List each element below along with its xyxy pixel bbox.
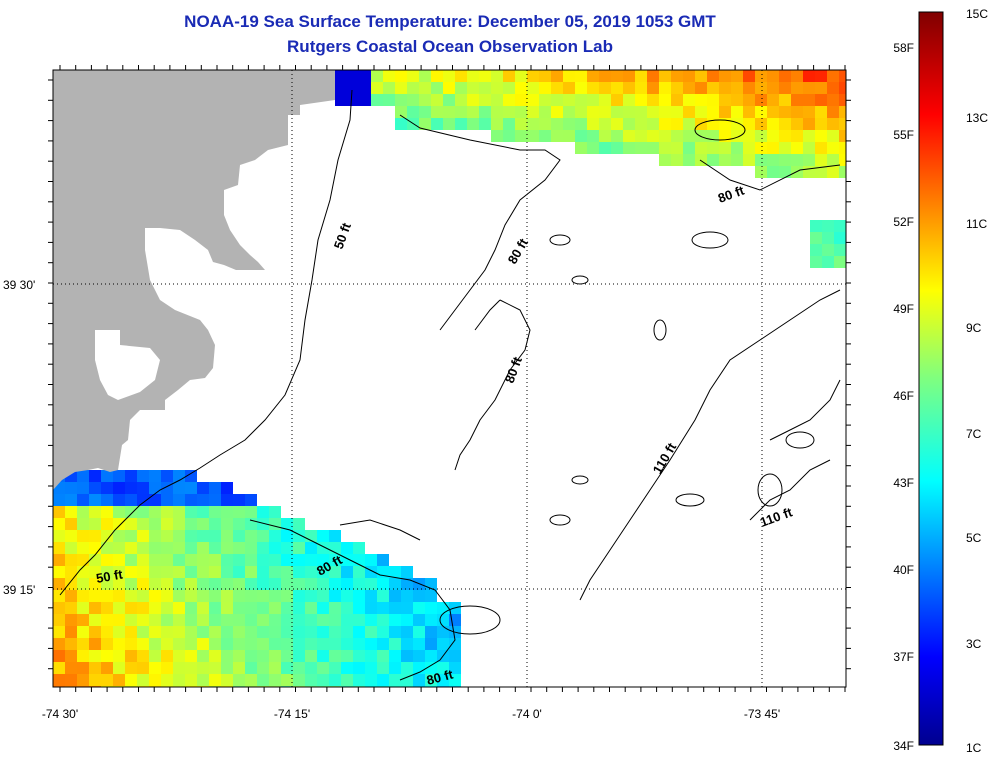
fahrenheit-label: 49F xyxy=(893,302,914,316)
lon-label: -74 30' xyxy=(42,707,78,721)
fahrenheit-label: 37F xyxy=(893,650,914,664)
celsius-label: 1C xyxy=(966,741,982,755)
graticule xyxy=(53,70,846,687)
celsius-label: 9C xyxy=(966,321,982,335)
fahrenheit-label: 43F xyxy=(893,476,914,490)
axis-ticks xyxy=(48,65,851,692)
color-scale-labels: 58F 55F 52F 49F 46F 43F 40F 37F 34F 15C 13C 11C 9C 7C… xyxy=(893,7,988,755)
celsius-label: 7C xyxy=(966,427,982,441)
map-subtitle: Rutgers Coastal Ocean Observation Lab xyxy=(287,37,613,56)
lon-label: -74 15' xyxy=(274,707,310,721)
celsius-label: 15C xyxy=(966,7,988,21)
depth-contours xyxy=(59,89,841,681)
bay-water-2 xyxy=(225,190,262,240)
fahrenheit-label: 52F xyxy=(893,215,914,229)
celsius-label: 5C xyxy=(966,531,982,545)
sst-data-cells xyxy=(53,70,846,687)
contour-label: 50 ft xyxy=(95,566,125,586)
fahrenheit-label: 46F xyxy=(893,389,914,403)
lat-label: 39 30' xyxy=(3,278,35,292)
map-frame xyxy=(52,69,847,688)
fahrenheit-label: 58F xyxy=(893,41,914,55)
contour-label: 80 ft xyxy=(425,666,455,688)
fahrenheit-label: 55F xyxy=(893,128,914,142)
celsius-label: 13C xyxy=(966,111,988,125)
celsius-label: 3C xyxy=(966,637,982,651)
color-scale-bar xyxy=(918,11,944,746)
fahrenheit-label: 40F xyxy=(893,563,914,577)
map-title: NOAA-19 Sea Surface Temperature: Decembe… xyxy=(184,12,716,31)
bay-water xyxy=(95,330,160,400)
fahrenheit-label: 34F xyxy=(893,739,914,753)
lon-label: -73 45' xyxy=(744,707,780,721)
lat-label: 39 15' xyxy=(3,583,35,597)
celsius-label: 11C xyxy=(966,217,987,231)
lon-label: -74 0' xyxy=(512,707,542,721)
